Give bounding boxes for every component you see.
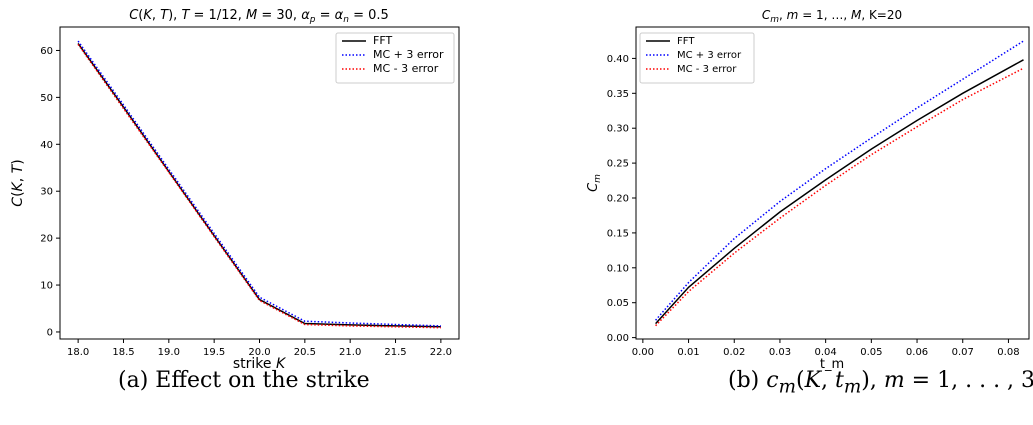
chart-strike-effect: C(K, T), T = 1/12, M = 30, αp = αn = 0.5… xyxy=(10,8,460,372)
legend-label: FFT xyxy=(373,34,392,47)
x-tick-label: 0.06 xyxy=(906,347,928,358)
x-tick-label: 0.08 xyxy=(997,347,1019,358)
y-tick-label: 50 xyxy=(40,93,53,104)
legend: FFT MC + 3 error MC - 3 error xyxy=(639,32,755,84)
series-line-mc-3-error xyxy=(77,40,441,327)
legend-box xyxy=(335,32,455,84)
x-tick-label: 20.5 xyxy=(294,347,316,358)
y-tick-label: 0.25 xyxy=(607,159,629,170)
legend-label: MC + 3 error xyxy=(373,48,444,61)
y-tick-label: 0.10 xyxy=(607,263,629,274)
y-tick-label: 0 xyxy=(47,327,53,338)
y-tick-label: 10 xyxy=(40,281,53,292)
caption-a: (a) Effect on the strike xyxy=(118,368,370,393)
x-tick-label: 22.0 xyxy=(430,347,452,358)
legend-box xyxy=(639,32,755,84)
legend-label: MC - 3 error xyxy=(373,62,439,75)
x-tick-label: 0.03 xyxy=(769,347,791,358)
y-axis-label: C(K, T) xyxy=(10,159,26,206)
series-lines xyxy=(655,40,1024,327)
x-tick-label: 0.07 xyxy=(952,347,974,358)
x-tick-label: 19.5 xyxy=(203,347,225,358)
plot-frame xyxy=(635,26,1030,340)
y-tick-label: 0.05 xyxy=(607,298,629,309)
y-tick-label: 20 xyxy=(40,234,53,245)
x-tick-label: 0.02 xyxy=(723,347,745,358)
x-tick-label: 20.0 xyxy=(248,347,270,358)
x-tick-label: 19.0 xyxy=(158,347,180,358)
series-lines xyxy=(77,40,441,329)
x-tick-label: 0.00 xyxy=(632,347,654,358)
series-line-fft xyxy=(655,59,1024,325)
axis-ticks: 0.00 0.01 0.02 0.03 0.04 0.05 0.06 0.07 0.08 0.00… xyxy=(607,54,1020,358)
y-tick-label: 0.00 xyxy=(607,333,629,344)
series-line-fft xyxy=(77,42,441,328)
x-axis-label: strike K xyxy=(233,356,287,372)
x-tick-label: 0.05 xyxy=(860,347,882,358)
series-line-mc-3-error xyxy=(655,40,1024,321)
axis-ticks: 18.0 18.5 19.0 19.5 20.0 20.5 21.0 21.5 22.0 0 10 2… xyxy=(40,46,452,358)
y-tick-label: 0.35 xyxy=(607,89,629,100)
caption-b: (b) cm(K, tm), m = 1, . . . , 30 xyxy=(728,368,1033,398)
chart-cm-over-time: Cm, m = 1, …, M, K=20 t_m Cm 0.00 0.01 0.0… xyxy=(586,8,1030,372)
chart-title: Cm, m = 1, …, M, K=20 xyxy=(762,8,902,25)
y-tick-label: 0.40 xyxy=(607,54,629,65)
x-tick-label: 21.0 xyxy=(339,347,361,358)
legend-label: MC - 3 error xyxy=(677,64,737,75)
y-tick-label: 0.30 xyxy=(607,124,629,135)
series-line-mc-3-error xyxy=(655,67,1024,327)
x-tick-label: 21.5 xyxy=(384,347,406,358)
x-axis-label: t_m xyxy=(820,357,844,372)
x-tick-label: 18.5 xyxy=(112,347,134,358)
series-line-mc-3-error xyxy=(77,43,441,329)
legend-label: FFT xyxy=(677,36,695,47)
y-tick-label: 40 xyxy=(40,140,53,151)
x-tick-label: 18.0 xyxy=(67,347,89,358)
y-tick-label: 0.20 xyxy=(607,194,629,205)
y-axis-label: Cm xyxy=(586,174,603,192)
y-tick-label: 60 xyxy=(40,46,53,57)
x-tick-label: 0.04 xyxy=(815,347,837,358)
y-tick-label: 30 xyxy=(40,187,53,198)
chart-title: C(K, T), T = 1/12, M = 30, αp = αn = 0.5 xyxy=(129,8,389,25)
y-tick-label: 0.15 xyxy=(607,228,629,239)
x-tick-label: 0.01 xyxy=(677,347,699,358)
legend-label: MC + 3 error xyxy=(677,50,742,61)
